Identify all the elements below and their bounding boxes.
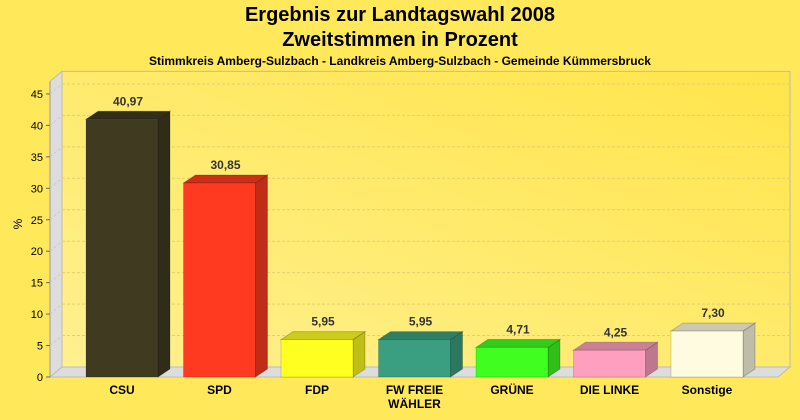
data-label: 30,85 <box>210 158 240 172</box>
left-wall <box>49 70 63 379</box>
x-tick-label: FDP <box>305 383 329 397</box>
grid-line <box>49 303 63 315</box>
y-axis-label: % <box>11 218 25 229</box>
x-tick-label: GRÜNE <box>490 382 533 397</box>
chart-caption: Stimmkreis Amberg-Sulzbach - Landkreis A… <box>149 54 651 68</box>
grid-line <box>49 209 63 221</box>
bar <box>573 349 646 378</box>
grid-line <box>49 115 63 126</box>
bar <box>378 339 451 378</box>
y-tick-label: 40 <box>31 120 43 132</box>
x-tick-label: Sonstige <box>682 383 733 397</box>
bar-side <box>255 174 268 378</box>
bar <box>475 346 549 378</box>
grid-line <box>49 177 63 189</box>
x-tick-label: CSU <box>109 383 134 397</box>
bar-top <box>571 341 660 351</box>
grid-line <box>49 272 63 284</box>
bar-top <box>669 322 757 332</box>
data-label: 7,30 <box>701 306 725 320</box>
bar-top <box>181 174 270 184</box>
grid-line <box>49 240 63 252</box>
data-label: 4,25 <box>604 325 628 339</box>
grid-line <box>49 83 63 95</box>
bar-side <box>742 322 756 378</box>
data-label: 5,95 <box>311 315 335 329</box>
bar-top <box>376 331 465 341</box>
y-tick-label: 25 <box>31 215 43 227</box>
bar <box>85 118 159 378</box>
bar-top <box>279 331 367 341</box>
bar-side <box>157 110 171 378</box>
y-tick-label: 15 <box>31 278 43 290</box>
grid-line <box>49 146 63 158</box>
bar <box>280 339 354 378</box>
chart-title: Ergebnis zur Landtagswahl 2008 <box>244 4 556 26</box>
bar <box>183 182 256 378</box>
y-tick-label: 10 <box>31 309 43 321</box>
x-tick-label: FW FREIE <box>386 383 443 397</box>
y-tick-label: 30 <box>31 183 43 195</box>
y-tick-label: 20 <box>31 246 43 258</box>
x-tick-label: SPD <box>207 383 232 397</box>
data-label: 4,71 <box>506 322 530 336</box>
y-tick-label: 0 <box>37 372 43 384</box>
data-label: 5,95 <box>409 315 433 329</box>
back-wall <box>61 70 791 368</box>
bar <box>670 330 744 378</box>
y-tick-label: 5 <box>37 341 43 353</box>
bar-top <box>84 110 172 120</box>
x-tick-label: DIE LINKE <box>580 383 639 397</box>
bar-top <box>474 338 562 348</box>
chart-subtitle: Zweitstimmen in Prozent <box>282 29 518 51</box>
grid-line <box>49 335 63 346</box>
data-label: 40,97 <box>113 94 143 108</box>
y-tick-label: 45 <box>31 89 43 101</box>
y-tick-label: 35 <box>31 152 43 164</box>
x-tick-label: WÄHLER <box>388 396 441 411</box>
